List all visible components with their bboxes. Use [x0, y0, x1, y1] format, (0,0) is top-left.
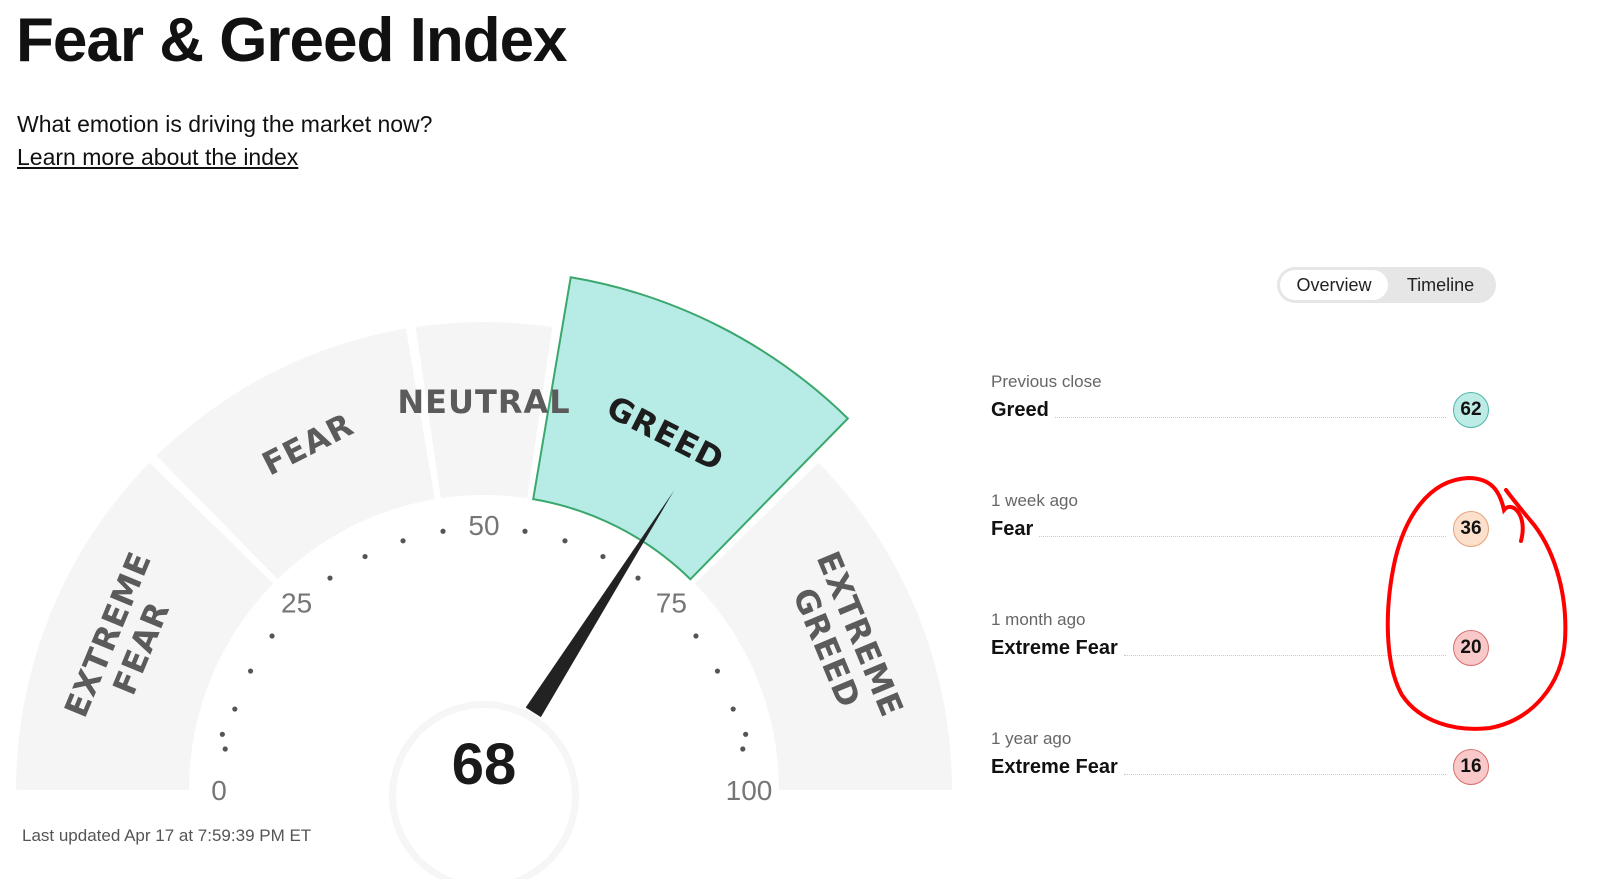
- zone-neutral: [415, 321, 553, 499]
- page-title: Fear & Greed Index: [16, 6, 568, 75]
- gauge-inner: [191, 497, 777, 790]
- scale-dot: [269, 633, 275, 639]
- history-rating: Greed: [991, 399, 1049, 421]
- history-value-badge: 16: [1453, 749, 1489, 785]
- history-leader-line: [1123, 655, 1446, 656]
- scale-label-25: 25: [281, 588, 312, 619]
- scale-dot: [714, 668, 721, 674]
- history-leader-line: [1054, 417, 1446, 418]
- history-period: 1 year ago: [991, 729, 1072, 748]
- zone-extreme-greed: [694, 462, 952, 790]
- page-subtitle: What emotion is driving the market now?: [17, 111, 433, 137]
- scale-label-50: 50: [468, 510, 499, 541]
- history-period: 1 week ago: [991, 491, 1078, 510]
- scale-dot: [562, 538, 568, 544]
- scale-dot: [635, 575, 641, 581]
- history-item: 1 week ago Fear 36: [991, 491, 1491, 561]
- history-value-badge: 62: [1453, 392, 1489, 428]
- history-item: 1 month ago Extreme Fear 20: [991, 610, 1491, 680]
- zone-extreme-fear: [16, 462, 274, 790]
- scale-label-75: 75: [656, 588, 687, 619]
- zone-greed: [532, 276, 850, 581]
- history-rating: Extreme Fear: [991, 637, 1118, 659]
- history-value-badge: 36: [1453, 511, 1489, 547]
- history-period: 1 month ago: [991, 610, 1086, 629]
- learn-more-link[interactable]: Learn more about the index: [17, 144, 299, 170]
- history-rating: Fear: [991, 518, 1034, 540]
- history-item: 1 year ago Extreme Fear 16: [991, 729, 1491, 799]
- view-toggle: Overview Timeline: [1277, 267, 1496, 303]
- zone-fear: [156, 328, 435, 580]
- value-circle: [396, 708, 572, 879]
- scale-dot: [222, 746, 228, 752]
- current-value: 68: [452, 732, 517, 797]
- scale-dot: [743, 731, 749, 737]
- history-rating: Extreme Fear: [991, 756, 1118, 778]
- history-leader-line: [1123, 774, 1446, 775]
- scale-label-100: 100: [726, 775, 773, 806]
- scale-dot: [362, 553, 368, 560]
- history-leader-line: [1039, 536, 1446, 537]
- history-item: Previous close Greed 62: [991, 372, 1491, 442]
- timeline-tab[interactable]: Timeline: [1406, 275, 1475, 295]
- scale-dot: [522, 528, 528, 534]
- zone-label-line: NEUTRAL: [397, 383, 570, 421]
- history-value-badge: 20: [1453, 630, 1489, 666]
- scale-dot: [247, 668, 254, 674]
- scale-dot: [730, 706, 736, 712]
- scale-dot: [440, 528, 446, 534]
- scale-dot: [693, 633, 699, 639]
- zone-label-neutral: NEUTRAL: [397, 383, 570, 421]
- scale-dot: [740, 746, 746, 752]
- scale-dot: [219, 731, 225, 737]
- history-period: Previous close: [991, 372, 1102, 391]
- scale-dot: [327, 575, 333, 581]
- scale-dot: [400, 538, 406, 544]
- last-updated: Last updated Apr 17 at 7:59:39 PM ET: [22, 826, 312, 845]
- scale-label-0: 0: [211, 775, 227, 806]
- scale-dot: [600, 553, 606, 560]
- overview-tab[interactable]: Overview: [1280, 270, 1388, 300]
- scale-dot: [232, 706, 238, 712]
- gauge-needle: [525, 490, 675, 718]
